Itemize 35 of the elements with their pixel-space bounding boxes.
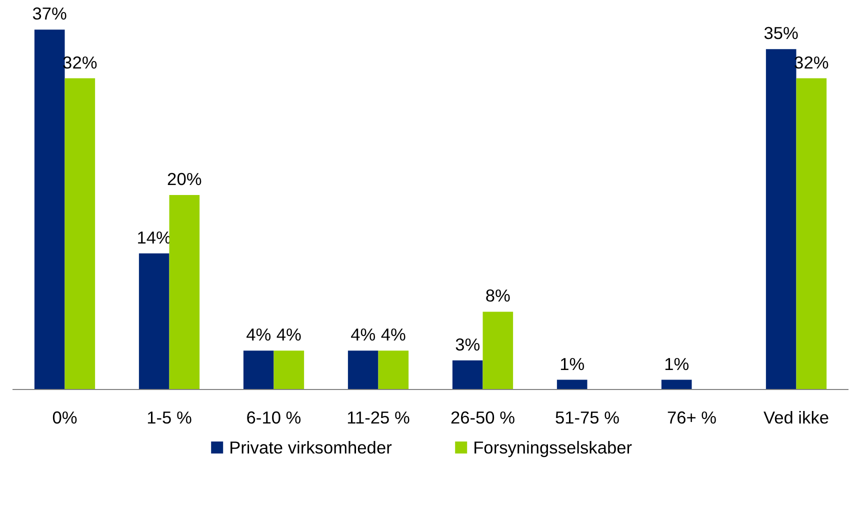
data-label: 37% — [32, 4, 67, 24]
data-label: 1% — [664, 354, 690, 374]
legend-label: Private virksomheder — [229, 438, 392, 458]
x-tick-label: 0% — [52, 408, 78, 428]
x-tick-label: 76+ % — [666, 408, 717, 428]
data-label: 4% — [350, 324, 376, 345]
data-label: 35% — [764, 23, 798, 44]
bar — [482, 312, 514, 390]
bar — [556, 380, 588, 390]
bar — [796, 78, 827, 390]
data-label: 1% — [560, 354, 585, 374]
bar — [243, 350, 274, 390]
x-tick-label: 1-5 % — [146, 408, 192, 428]
x-tick-label: 51-75 % — [554, 408, 620, 428]
data-label: 4% — [246, 324, 272, 345]
data-label: 4% — [276, 324, 302, 345]
data-label: 4% — [380, 324, 406, 345]
bar — [378, 350, 409, 390]
bar — [348, 350, 378, 390]
bar — [169, 195, 200, 390]
bar — [766, 49, 796, 390]
bar — [274, 350, 304, 390]
bar — [661, 380, 692, 390]
x-tick-label: 26-50 % — [450, 408, 516, 428]
legend-label: Forsyningsselskaber — [473, 438, 632, 458]
data-label: 3% — [455, 334, 480, 354]
data-label: 20% — [167, 169, 202, 190]
x-tick-label: 6-10 % — [246, 408, 302, 428]
bar — [138, 253, 170, 390]
bar — [34, 30, 65, 390]
x-tick-label: Ved ikke — [763, 408, 830, 428]
x-tick-label: 11-25 % — [346, 408, 410, 428]
bar — [64, 78, 96, 390]
data-label: 8% — [485, 286, 510, 306]
bar — [452, 360, 483, 390]
